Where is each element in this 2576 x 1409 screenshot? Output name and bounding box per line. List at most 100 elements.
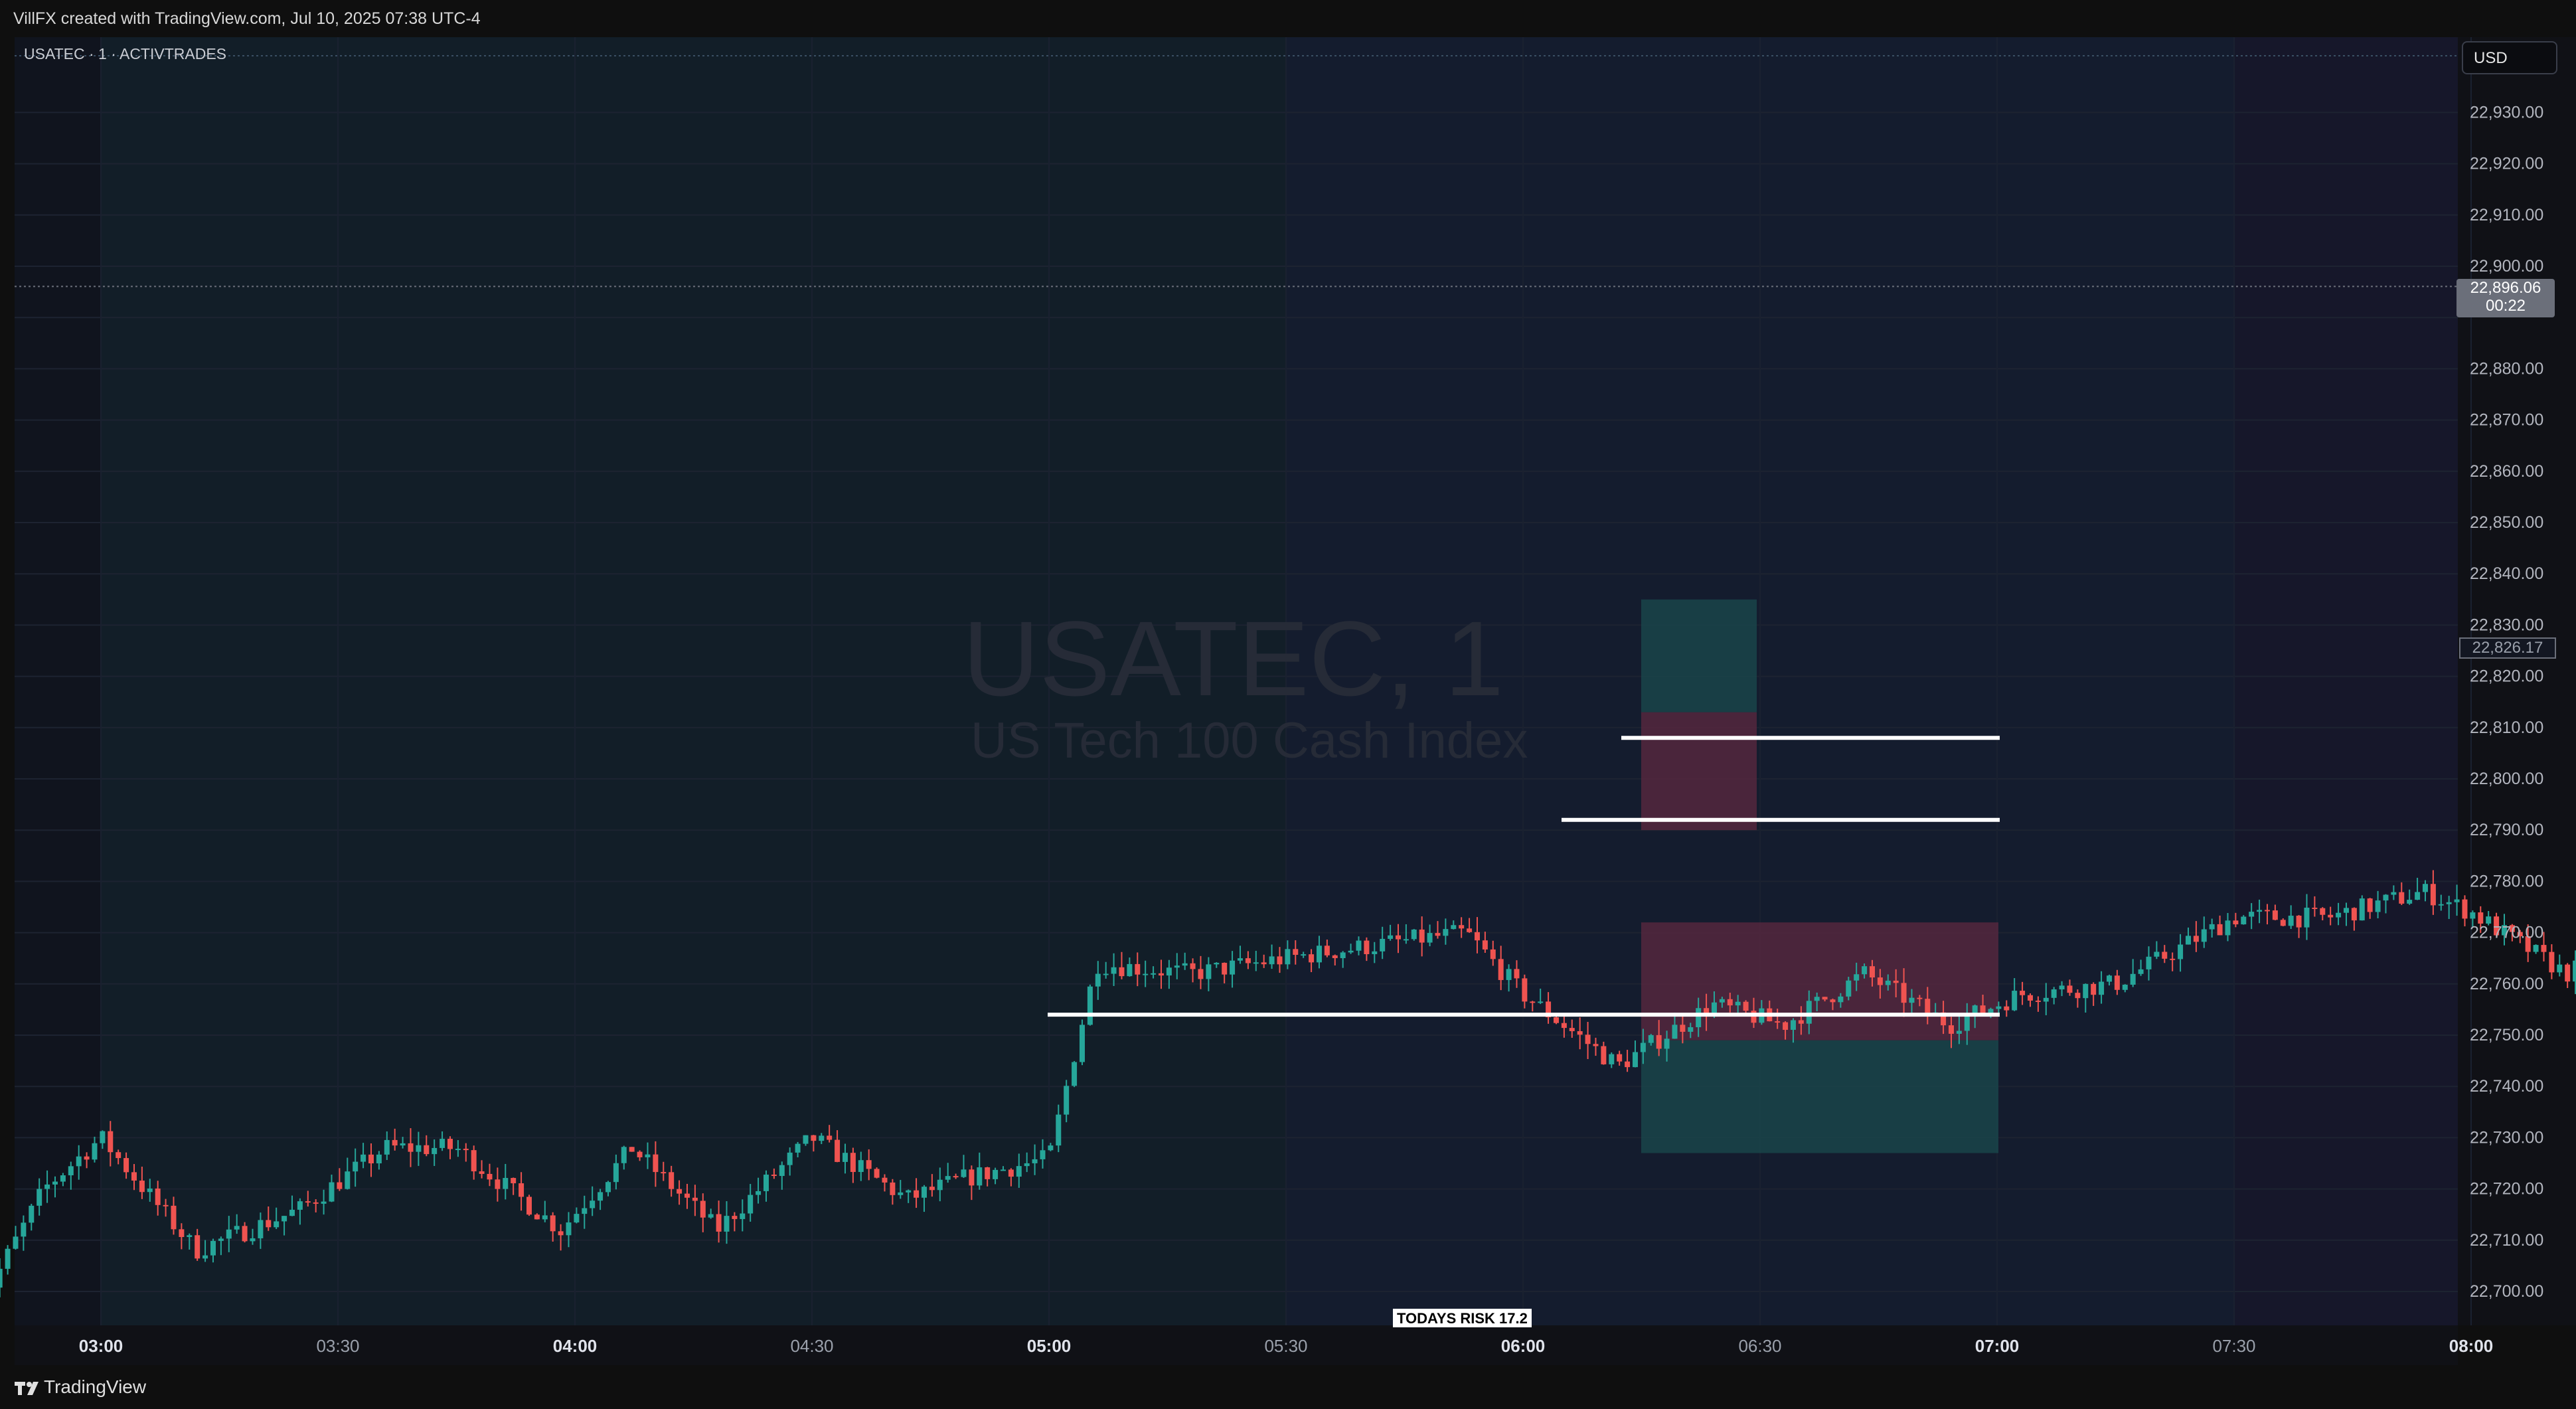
candle [534,1213,540,1220]
candle [1593,1037,1599,1056]
candle [1222,962,1228,984]
candle [2122,984,2128,993]
candle [1040,1139,1046,1169]
candle [1182,952,1188,970]
candle [2501,914,2507,946]
time-label: 05:00 [1027,1336,1072,1356]
tradingview-logo[interactable]: TradingView [13,1376,146,1398]
footer-brand: TradingView [44,1376,147,1397]
candle [187,1233,193,1250]
candle [1427,924,1433,947]
candle [163,1199,169,1217]
candle [613,1154,619,1190]
left-border [0,37,15,1365]
candle [321,1189,327,1215]
candle [2304,894,2310,940]
watermark-subtitle: US Tech 100 Cash Index [971,712,1528,769]
candle [345,1157,351,1190]
candle [1522,974,1528,1009]
candle [1719,997,1725,1008]
candle [1166,959,1172,989]
symbol-label[interactable]: USATEC · 1 · ACTIVTRADES [24,45,227,62]
candle [598,1189,604,1210]
candle [1514,960,1520,988]
candle [1364,937,1370,961]
candle [993,1167,999,1185]
candle [2106,974,2112,986]
candle [471,1145,477,1180]
candle [1925,987,1931,1025]
candle [2004,1000,2010,1017]
candle [1032,1144,1038,1175]
candle [1309,949,1315,973]
risk-annotation[interactable]: TODAYS RISK 17.2 [1393,1309,1532,1327]
candle [2241,915,2247,925]
candle [2351,907,2357,931]
candle [2012,978,2018,1011]
candle [700,1193,706,1232]
candle [1111,953,1117,986]
currency-selector[interactable]: USD [2462,41,2557,74]
candle [2375,890,2381,919]
candle [1348,944,1354,954]
candle [1830,998,1836,1011]
candle [76,1145,82,1180]
candle [2130,959,2136,987]
candle [2296,915,2302,938]
candle [1806,990,1812,1035]
candle [511,1177,517,1195]
candle [2209,918,2215,938]
price-label: 22,820.00 [2470,667,2543,686]
candle [669,1165,675,1197]
candle [1577,1017,1583,1050]
time-label: 06:30 [1738,1336,1781,1356]
price-label: 22,840.00 [2470,564,2543,583]
candle [1877,969,1883,999]
candle [5,1245,11,1275]
price-label: 22,710.00 [2470,1231,2543,1250]
header-bar: VillFX created with TradingView.com, Jul… [0,0,2576,37]
candle [44,1170,50,1203]
candle [582,1195,588,1229]
candle [1482,932,1488,953]
time-label: 04:00 [553,1336,598,1356]
candle [526,1195,532,1216]
candle [305,1191,311,1207]
candle [677,1180,683,1205]
price-label: 22,780.00 [2470,872,2543,890]
candle [1656,1020,1662,1056]
candle [2430,870,2436,915]
time-label: 04:30 [790,1336,833,1356]
candle [542,1201,548,1222]
candle [621,1145,627,1170]
candle [716,1201,722,1243]
candle [1546,992,1552,1024]
candle [874,1167,880,1179]
candle [384,1131,390,1160]
candle [2193,921,2199,952]
candle [914,1178,920,1208]
candle [1735,995,1741,1014]
candle [550,1212,556,1242]
candle [748,1184,754,1222]
candle [487,1163,493,1187]
candle [250,1228,256,1245]
candle [566,1212,572,1248]
candle [1206,957,1212,991]
candle [1561,1016,1567,1038]
candle [1625,1050,1631,1072]
candle [945,1163,951,1183]
candle [171,1197,177,1235]
candle [953,1173,959,1179]
candle [234,1214,240,1234]
candle [392,1128,398,1151]
price-label: 22,870.00 [2470,411,2543,430]
candle [84,1152,90,1169]
candle [1490,940,1496,966]
candle [329,1175,335,1202]
time-label: 07:00 [1975,1336,2020,1356]
candle [29,1204,35,1231]
candle [266,1206,272,1231]
candle [289,1195,295,1216]
